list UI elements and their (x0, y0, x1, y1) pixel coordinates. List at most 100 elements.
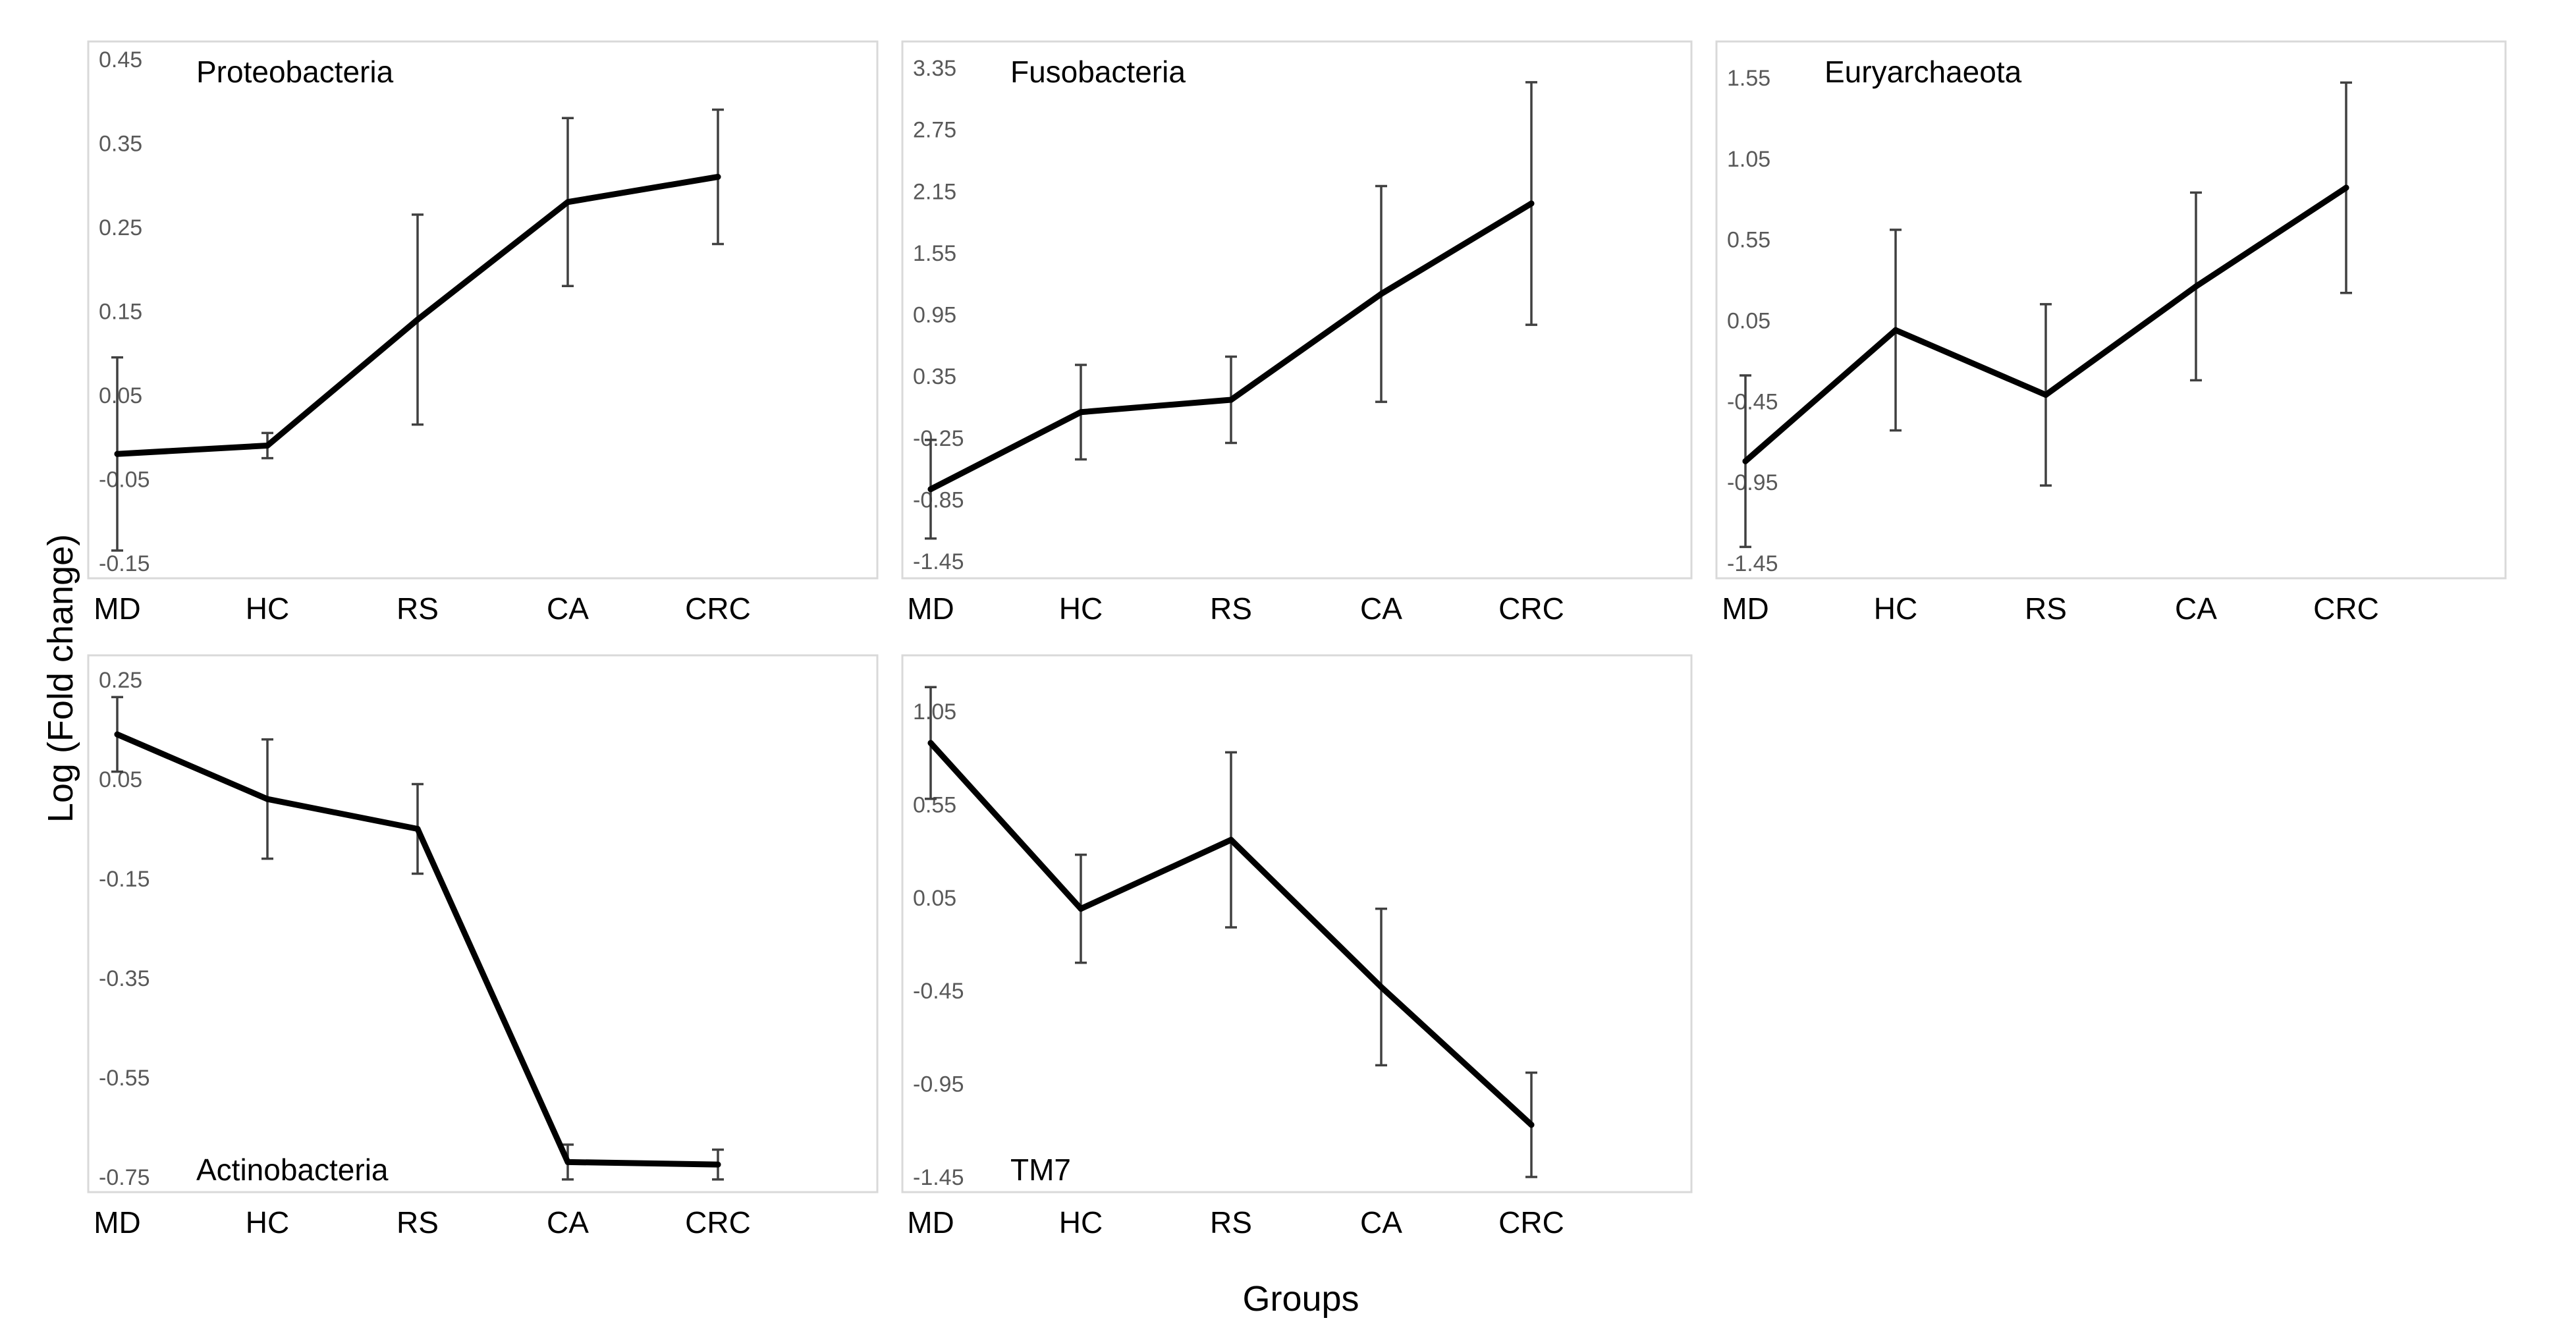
data-point (1528, 200, 1535, 207)
x-tick-label: RS (1210, 1205, 1252, 1240)
x-tick-label: MD (94, 591, 141, 626)
y-tick-label: 0.55 (913, 792, 956, 817)
data-point (1892, 327, 1899, 333)
data-point (927, 740, 934, 746)
x-tick-label: RS (1210, 591, 1252, 626)
panel-euryarchaeota: -1.45 -0.95 -0.45 0.05 0.55 1.05 1.55 MD HC RS CA C… (1715, 40, 2507, 626)
y-tick-label: 1.05 (1727, 147, 1770, 172)
x-tick-label: CRC (1498, 1205, 1564, 1240)
data-point (1228, 836, 1234, 843)
data-point (1528, 1122, 1535, 1128)
y-tick-label: -0.45 (1727, 389, 1778, 414)
y-tick-label: -0.55 (99, 1066, 150, 1091)
y-tick-label: 1.55 (913, 241, 956, 266)
x-tick-label: CRC (1498, 591, 1564, 626)
data-point (114, 731, 121, 738)
y-tick-label: -1.45 (913, 549, 964, 574)
data-point (264, 443, 271, 449)
y-tick-label: 1.55 (1727, 66, 1770, 91)
data-point (1078, 409, 1084, 416)
data-point (114, 451, 121, 457)
panel-title: Proteobacteria (196, 55, 394, 89)
x-tick-label: CRC (685, 1205, 751, 1240)
y-tick-label: 0.35 (99, 132, 142, 157)
y-tick-label: -0.25 (913, 426, 964, 451)
x-tick-label: HC (1059, 1205, 1103, 1240)
data-point (2042, 392, 2049, 398)
panel-frame (87, 40, 879, 580)
panel-title: TM7 (1010, 1153, 1071, 1187)
y-tick-label: -0.15 (99, 867, 150, 892)
y-tick-label: 2.15 (913, 179, 956, 204)
y-tick-label: -0.35 (99, 966, 150, 991)
y-axis-label: Log (Fold change) (41, 534, 80, 823)
panel-frame (87, 654, 879, 1193)
y-tick-label: -0.75 (99, 1165, 150, 1190)
data-point (1078, 906, 1084, 912)
x-tick-label: HC (246, 1205, 289, 1240)
y-tick-label: -0.95 (1727, 470, 1778, 495)
x-tick-label: MD (1722, 591, 1769, 626)
y-tick-label: -0.15 (99, 551, 150, 576)
y-tick-label: 0.45 (99, 47, 142, 72)
y-tick-label: -1.45 (913, 1165, 964, 1190)
data-point (414, 826, 421, 832)
y-tick-label: 0.05 (1727, 309, 1770, 334)
x-tick-label: RS (2025, 591, 2067, 626)
y-tick-label: -1.45 (1727, 551, 1778, 576)
x-tick-label: HC (1059, 591, 1103, 626)
x-tick-label: CA (1360, 591, 1402, 626)
panel-tm7: -1.45 -0.95 -0.45 0.05 0.55 1.05 MD HC RS CA CRC TM… (901, 654, 1693, 1240)
panel-title: Actinobacteria (196, 1153, 389, 1187)
panel-frame (1715, 40, 2507, 580)
data-point (1228, 396, 1234, 403)
y-tick-label: -0.45 (913, 979, 964, 1004)
y-tick-label: 0.05 (99, 383, 142, 408)
y-tick-label: 0.25 (99, 215, 142, 240)
y-tick-label: 0.15 (99, 300, 142, 325)
panel-frame (901, 654, 1693, 1193)
x-axis-label: Groups (1242, 1279, 1359, 1319)
data-point (2193, 283, 2199, 290)
y-tick-label: 1.05 (913, 699, 956, 724)
x-tick-label: CRC (2313, 591, 2379, 626)
y-tick-label: -0.95 (913, 1072, 964, 1097)
data-point (715, 174, 721, 180)
y-tick-label: 0.35 (913, 364, 956, 389)
x-tick-label: MD (907, 1205, 954, 1240)
data-point (264, 796, 271, 802)
x-tick-label: RS (397, 591, 439, 626)
x-tick-label: CA (1360, 1205, 1402, 1240)
y-tick-label: 0.55 (1727, 228, 1770, 253)
x-tick-label: MD (94, 1205, 141, 1240)
panel-title: Euryarchaeota (1824, 55, 2022, 89)
y-tick-label: -0.05 (99, 468, 150, 493)
x-tick-label: CA (547, 1205, 589, 1240)
data-point (414, 316, 421, 323)
panel-fusobacteria: -1.45 -0.85 -0.25 0.35 0.95 1.55 2.15 2.75 3.35 M… (901, 40, 1693, 626)
x-tick-label: CRC (685, 591, 751, 626)
y-tick-label: -0.85 (913, 487, 964, 512)
data-point (2343, 184, 2349, 191)
data-point (1742, 458, 1749, 464)
y-tick-label: 3.35 (913, 56, 956, 81)
y-tick-label: 0.25 (99, 668, 142, 693)
y-tick-label: 0.95 (913, 303, 956, 328)
x-tick-label: CA (2175, 591, 2217, 626)
x-tick-label: HC (246, 591, 289, 626)
panel-title: Fusobacteria (1010, 55, 1186, 89)
data-point (1378, 984, 1384, 991)
x-tick-label: MD (907, 591, 954, 626)
data-point (564, 199, 571, 205)
y-tick-label: 2.75 (913, 118, 956, 143)
data-point (564, 1159, 571, 1165)
data-point (927, 486, 934, 493)
panels: -0.15 -0.05 0.05 0.15 0.25 0.35 0.45 MD HC RS CA CR… (87, 40, 2507, 1240)
y-tick-label: 0.05 (913, 886, 956, 911)
x-tick-label: CA (547, 591, 589, 626)
panel-proteobacteria: -0.15 -0.05 0.05 0.15 0.25 0.35 0.45 MD HC RS CA CR… (87, 40, 879, 626)
data-point (1378, 290, 1384, 297)
data-point (715, 1161, 721, 1168)
